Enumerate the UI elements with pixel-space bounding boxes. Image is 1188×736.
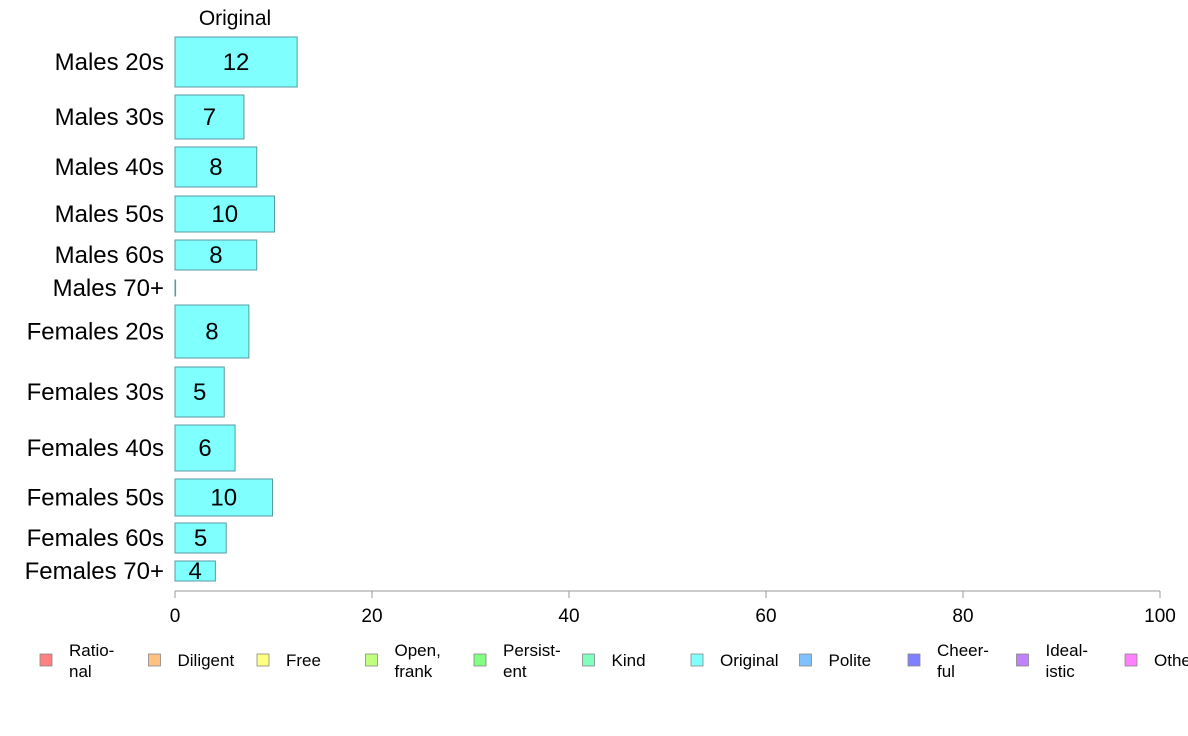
bar (174, 366, 225, 418)
bar (174, 304, 250, 359)
bar (174, 36, 298, 88)
x-tick-label: 60 (755, 606, 776, 627)
data-label: 8 (209, 154, 222, 181)
data-label: 6 (198, 435, 211, 462)
bar (174, 195, 275, 233)
data-label: 5 (194, 525, 207, 552)
x-tick-label: 100 (1144, 606, 1176, 627)
bar (174, 94, 245, 140)
category-label: Females 70+ (25, 558, 164, 585)
category-label: Females 20s (27, 319, 164, 346)
legend-swatch (1124, 653, 1138, 667)
legend-label: Others (1154, 651, 1188, 670)
bar (174, 146, 258, 188)
category-label: Females 60s (27, 525, 164, 552)
bar (174, 279, 177, 297)
legend-label: Free (286, 651, 321, 670)
legend-label: Diligent (178, 651, 235, 670)
x-tick-label: 80 (952, 606, 973, 627)
legend-swatch (473, 653, 487, 667)
legend: Ratio-nal Diligent Free Open, frank Persist-e… (39, 641, 1188, 681)
category-label: Females 30s (27, 379, 164, 406)
bar (174, 424, 236, 472)
legend-label: Persist-ent (503, 641, 561, 681)
bars-group: Males 20s 12 Males 30s 7 Males 40s 8 Males 50s… (25, 36, 298, 585)
category-label: Males 40s (55, 154, 164, 181)
category-label: Males 50s (55, 201, 164, 228)
bar (174, 560, 216, 582)
category-label: Males 70+ (53, 275, 164, 302)
category-label: Males 60s (55, 242, 164, 269)
legend-label: Ratio-nal (69, 641, 114, 681)
bar (174, 478, 274, 517)
bar (174, 522, 227, 554)
legend-label: Kind (612, 651, 646, 670)
legend-label: Polite (829, 651, 872, 670)
category-label: Females 40s (27, 435, 164, 462)
legend-swatch (799, 653, 812, 667)
x-tick-label: 40 (558, 606, 579, 627)
legend-swatch (39, 653, 53, 667)
legend-swatch (690, 653, 704, 667)
x-tick-label: 20 (361, 606, 382, 627)
data-label: 10 (210, 485, 237, 512)
data-label: 4 (189, 558, 202, 585)
category-label: Females 50s (27, 485, 164, 512)
column-title: Original (199, 7, 271, 30)
legend-swatch (582, 653, 595, 667)
x-tick-label: 0 (170, 606, 181, 627)
legend-swatch (256, 653, 270, 667)
legend-swatch (148, 653, 161, 667)
legend-swatch (1016, 653, 1029, 667)
legend-swatch (907, 653, 921, 667)
data-label: 8 (205, 319, 218, 346)
bar (174, 239, 258, 271)
data-label: 12 (223, 49, 250, 76)
data-label: 10 (211, 201, 238, 228)
data-label: 5 (193, 379, 206, 406)
category-label: Males 30s (55, 104, 164, 131)
data-label: 8 (209, 242, 222, 269)
legend-label: Original (720, 651, 779, 670)
legend-label: Cheer-ful (937, 641, 989, 681)
category-label: Males 20s (55, 49, 164, 76)
data-label: 7 (203, 104, 216, 131)
legend-swatch (365, 653, 378, 667)
x-axis: 0 20 40 60 80 100 (170, 590, 1176, 627)
legend-label: Open, frank (395, 641, 441, 681)
legend-label: Ideal-istic (1046, 641, 1089, 681)
